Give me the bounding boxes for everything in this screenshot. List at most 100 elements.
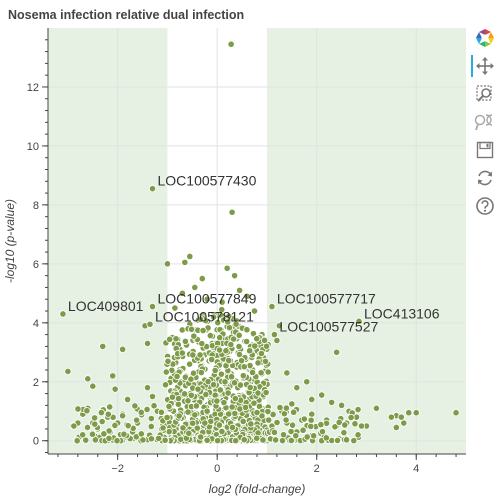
data-point [373, 405, 379, 411]
data-point [308, 423, 314, 429]
data-point [166, 403, 172, 409]
data-point [240, 418, 246, 424]
data-point [166, 336, 172, 342]
data-point [112, 386, 118, 392]
bokeh-logo[interactable] [470, 24, 500, 52]
data-point [133, 417, 139, 423]
data-point [232, 395, 238, 401]
data-point [175, 395, 181, 401]
x-tick-label: −2 [111, 463, 124, 475]
data-point [289, 422, 295, 428]
data-point [236, 332, 242, 338]
data-point [241, 436, 247, 442]
y-tick-label: 6 [33, 259, 39, 271]
data-point [241, 364, 247, 370]
data-point [338, 402, 344, 408]
box-zoom-tool[interactable] [470, 80, 500, 108]
data-point [195, 386, 201, 392]
data-point [105, 411, 111, 417]
data-point [229, 424, 235, 430]
data-point [225, 390, 231, 396]
data-point [226, 357, 232, 363]
data-point [179, 350, 185, 356]
data-point [71, 423, 77, 429]
data-point [301, 416, 307, 422]
data-point [138, 431, 144, 437]
data-point [190, 352, 196, 358]
data-point [109, 373, 115, 379]
data-point [413, 410, 419, 416]
reset-tool[interactable] [470, 164, 500, 192]
save-tool[interactable] [470, 136, 500, 164]
data-point [352, 421, 358, 427]
data-point [328, 399, 334, 405]
data-point [254, 336, 260, 342]
data-point [147, 321, 153, 327]
data-point [228, 41, 234, 47]
data-point [216, 347, 222, 353]
data-point [148, 436, 154, 442]
pan-tool[interactable] [470, 52, 500, 80]
data-point [271, 331, 277, 337]
save-icon [475, 140, 495, 160]
data-point [348, 414, 354, 420]
data-point [355, 432, 361, 438]
y-axis-title: -log10 (p-value) [3, 199, 17, 283]
data-point [309, 411, 315, 417]
data-point [216, 422, 222, 428]
data-point [319, 428, 325, 434]
data-point [75, 406, 81, 412]
data-point [246, 348, 252, 354]
pan-icon [475, 56, 495, 76]
data-point [166, 428, 172, 434]
data-point [149, 185, 155, 191]
data-point [231, 272, 237, 278]
data-point [318, 421, 324, 427]
data-point [197, 352, 203, 358]
data-point [232, 437, 238, 443]
data-point [265, 408, 271, 414]
data-point [186, 430, 192, 436]
data-point [98, 409, 104, 415]
data-point [149, 393, 155, 399]
data-point [244, 327, 250, 333]
data-point [351, 437, 357, 443]
data-point [162, 437, 168, 443]
data-point [218, 371, 224, 377]
data-point [393, 424, 399, 430]
bokeh-logo-icon [475, 28, 495, 48]
data-point [169, 394, 175, 400]
data-point [274, 337, 280, 343]
data-point [283, 405, 289, 411]
data-point [310, 433, 316, 439]
data-point [151, 403, 157, 409]
data-point [229, 404, 235, 410]
data-point [191, 333, 197, 339]
data-point [85, 376, 91, 382]
data-point [204, 408, 210, 414]
data-point [182, 259, 188, 265]
data-point [208, 418, 214, 424]
data-point [148, 423, 154, 429]
box-zoom-icon [475, 84, 495, 104]
data-point [138, 409, 144, 415]
data-point [106, 435, 112, 441]
data-point [158, 409, 164, 415]
wheel-zoom-tool[interactable] [470, 108, 500, 136]
help-icon [475, 196, 495, 216]
data-point [254, 435, 260, 441]
data-point [112, 422, 118, 428]
data-point [309, 396, 315, 402]
help-tool[interactable] [470, 192, 500, 220]
x-axis-title: log2 (fold-change) [209, 482, 306, 496]
data-point [341, 429, 347, 435]
data-point [100, 343, 106, 349]
data-point [401, 420, 407, 426]
gene-label: LOC100577849 [158, 291, 257, 307]
data-point [90, 383, 96, 389]
data-point [180, 425, 186, 431]
data-point [198, 369, 204, 375]
data-point [214, 398, 220, 404]
data-point [198, 434, 204, 440]
